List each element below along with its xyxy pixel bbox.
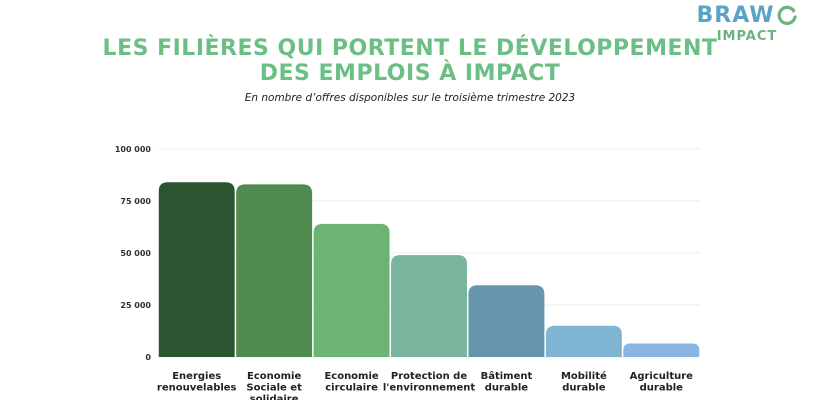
x-category-label-line: Protection de [391,371,467,382]
x-category-label-line: durable [562,383,606,394]
bar [236,184,313,357]
x-category-label-line: Sociale et [246,383,302,394]
x-category-label-line: renouvelables [157,383,237,394]
x-category-label: Mobilité durable [561,370,607,394]
x-category-label-line: Bâtiment [481,370,533,382]
x-category-label: Agriculture durable [630,371,694,394]
y-tick-label: 50 000 [120,249,151,258]
x-category-label: Energies renouvelables [157,371,237,394]
chart-title: Les filières qui portent le développemen… [102,36,718,86]
x-category-label-line: durable [640,383,684,394]
logo: BRAW IMPACT [692,4,802,44]
x-category-label-line: solidaire [250,394,299,400]
x-category-label-line: Economie [324,371,378,382]
logo-ring-icon [777,5,797,25]
bar [391,255,467,357]
y-tick-label: 25 000 [120,301,151,310]
bar [313,223,390,357]
bar [468,285,545,357]
y-tick-label: 0 [145,353,151,362]
x-category-label: Protection de l'environnement [383,371,475,394]
logo-brand: BRAW [696,4,797,28]
x-category-label-line: Economie [247,371,301,382]
bar [158,182,235,357]
logo-subtitle: IMPACT [716,29,778,44]
x-category-label-line: Agriculture [630,371,694,382]
x-category-label-line: Energies [172,371,221,382]
bar [623,343,700,357]
x-category-label: Economie circulaire [324,371,378,394]
x-category-label: Bâtiment durable [481,370,533,394]
logo-brand-text: BRAW [696,3,775,28]
y-tick-label: 75 000 [120,197,151,206]
x-category-label-line: circulaire [325,383,378,394]
chart-subtitle: En nombre d’offres disponibles sur le tr… [244,92,576,104]
bar [545,325,622,357]
y-tick-label: 100 000 [115,145,152,154]
x-category-label-line: l'environnement [383,383,475,394]
x-category-label-line: durable [485,383,529,394]
x-category-label-line: Mobilité [561,370,607,382]
x-category-label: Economie Sociale et solidaire [246,371,302,400]
